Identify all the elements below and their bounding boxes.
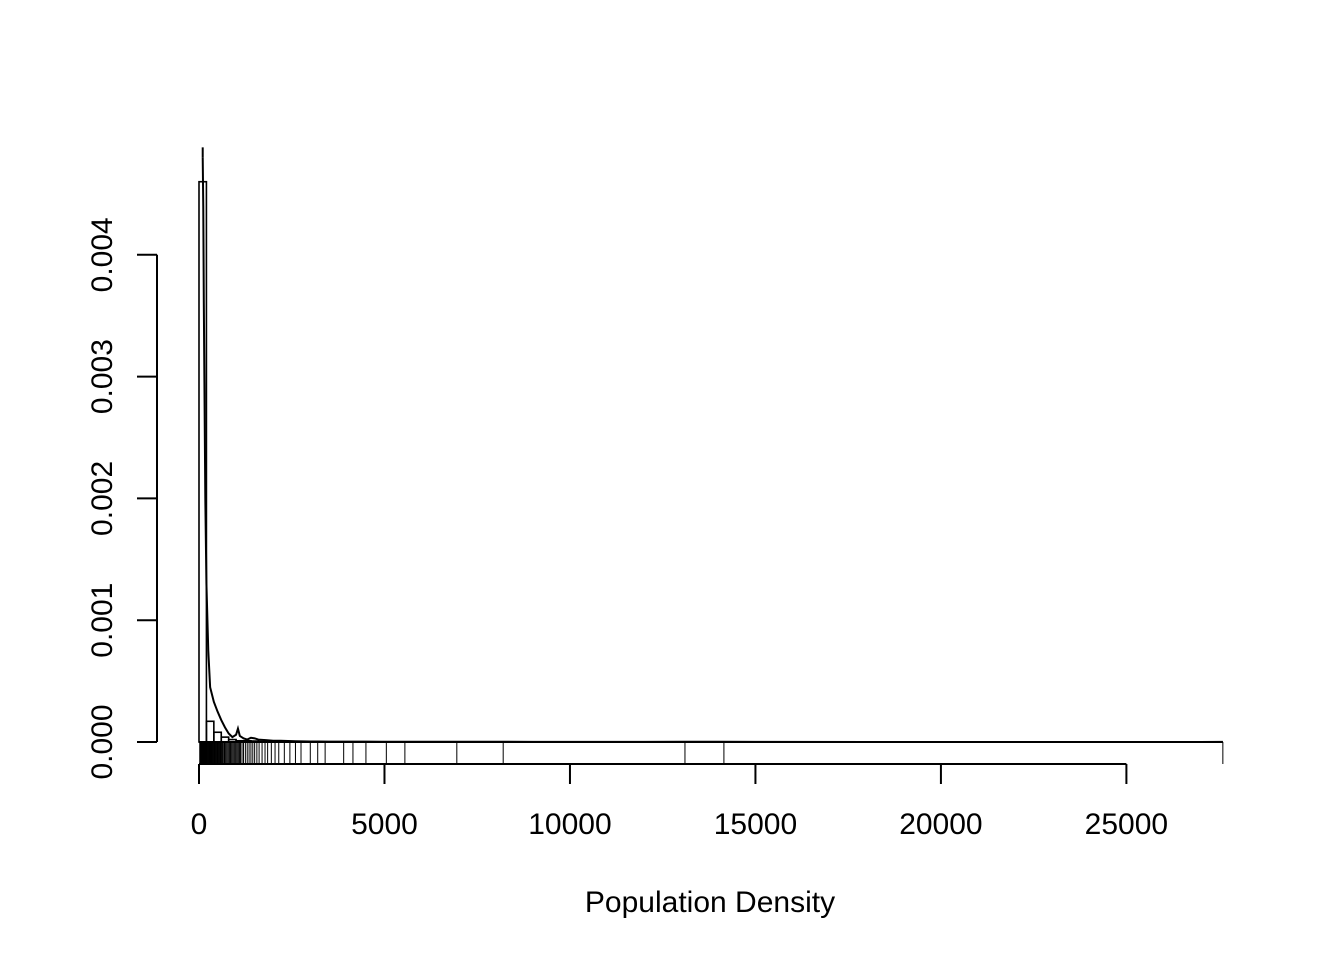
histogram-bar [205, 720, 215, 743]
x-tick-label: 20000 [899, 808, 982, 841]
y-tick-label: 0.002 [86, 461, 119, 536]
x-axis-label: Population Density [585, 886, 835, 919]
x-tick-label: 15000 [714, 808, 797, 841]
x-tick-label: 0 [191, 808, 208, 841]
rug-marks [199, 742, 1224, 764]
x-tick-label: 5000 [351, 808, 418, 841]
y-tick-label: 0.003 [86, 339, 119, 414]
x-tick-label: 10000 [528, 808, 611, 841]
y-axis: 0.000 0.001 0.002 0.003 0.004 [86, 217, 158, 780]
x-axis: 0 5000 10000 15000 20000 25000 [191, 763, 1168, 841]
density-curve [201, 157, 1223, 743]
histogram-bar [213, 731, 223, 743]
y-tick-label: 0.004 [86, 217, 119, 292]
x-tick-label: 25000 [1085, 808, 1168, 841]
density-curve-layer [199, 147, 1223, 743]
y-tick-label: 0.000 [86, 704, 119, 779]
histogram-bars [198, 180, 274, 743]
y-tick-label: 0.001 [86, 583, 119, 658]
